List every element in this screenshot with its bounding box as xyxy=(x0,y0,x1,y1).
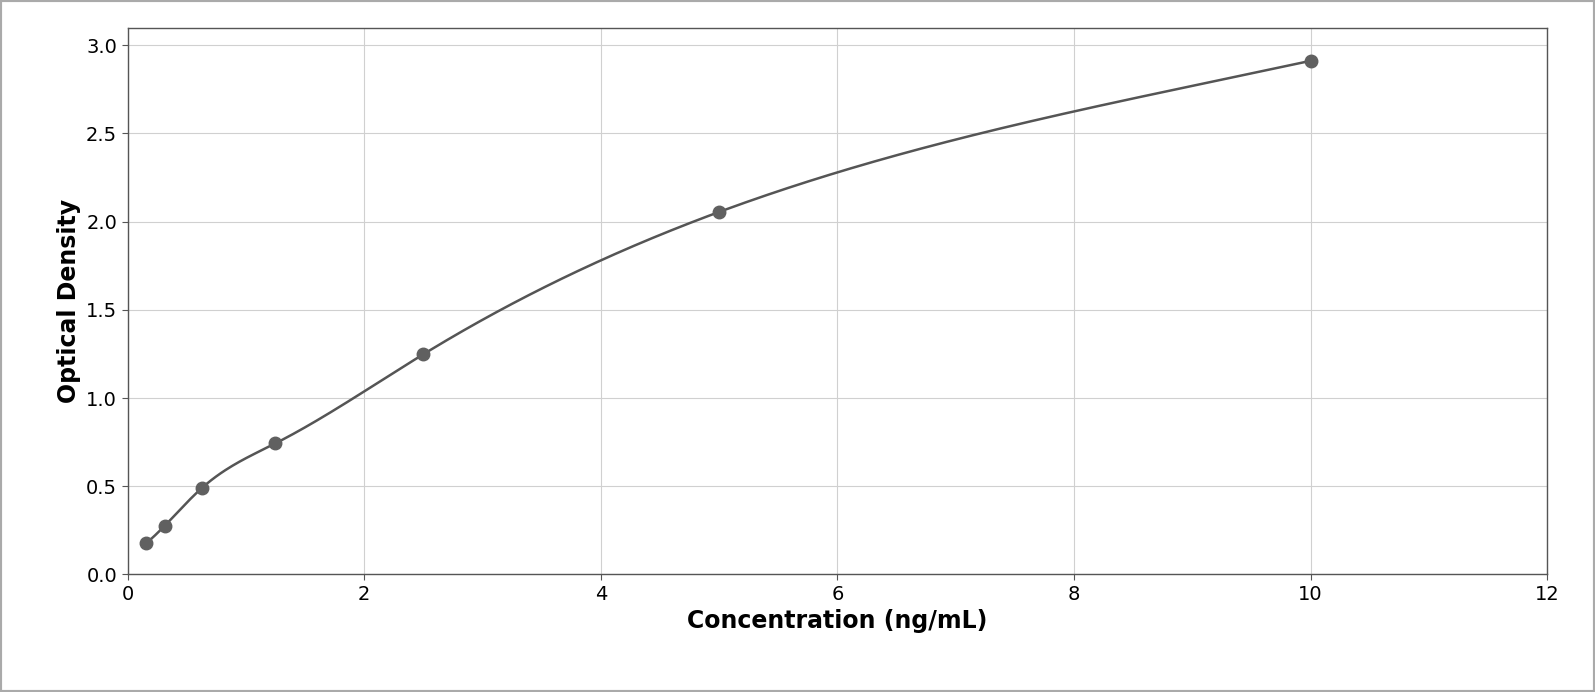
Point xyxy=(188,483,214,494)
Point xyxy=(410,349,435,360)
Point xyxy=(152,520,177,531)
Point xyxy=(263,438,289,449)
X-axis label: Concentration (ng/mL): Concentration (ng/mL) xyxy=(687,610,987,633)
Point xyxy=(134,538,160,549)
Point xyxy=(1298,55,1324,66)
Point xyxy=(707,206,732,217)
Y-axis label: Optical Density: Optical Density xyxy=(56,199,80,403)
